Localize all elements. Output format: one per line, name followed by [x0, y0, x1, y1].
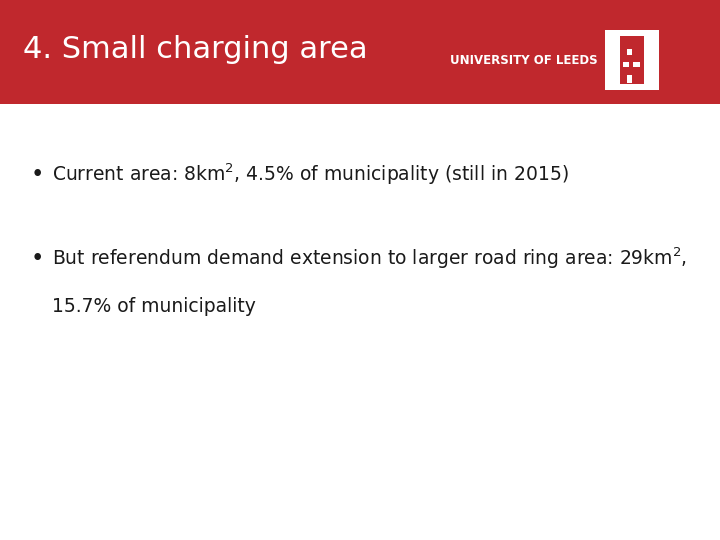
- Text: 15.7% of municipality: 15.7% of municipality: [52, 297, 256, 316]
- Text: •: •: [30, 247, 44, 269]
- Text: UNIVERSITY OF LEEDS: UNIVERSITY OF LEEDS: [450, 53, 598, 67]
- Text: •: •: [30, 163, 44, 186]
- Text: Current area: 8km$^2$, 4.5% of municipality (still in 2015): Current area: 8km$^2$, 4.5% of municipal…: [52, 161, 569, 187]
- Text: 4. Small charging area: 4. Small charging area: [23, 36, 368, 64]
- Bar: [633, 62, 640, 68]
- Text: But referendum demand extension to larger road ring area: 29km$^2$,: But referendum demand extension to large…: [52, 245, 687, 271]
- Bar: [627, 75, 632, 83]
- Bar: [627, 49, 632, 56]
- Bar: [620, 36, 644, 84]
- Bar: [605, 30, 659, 90]
- Bar: [0, 100, 720, 104]
- Bar: [0, 0, 720, 100]
- Bar: [623, 62, 629, 68]
